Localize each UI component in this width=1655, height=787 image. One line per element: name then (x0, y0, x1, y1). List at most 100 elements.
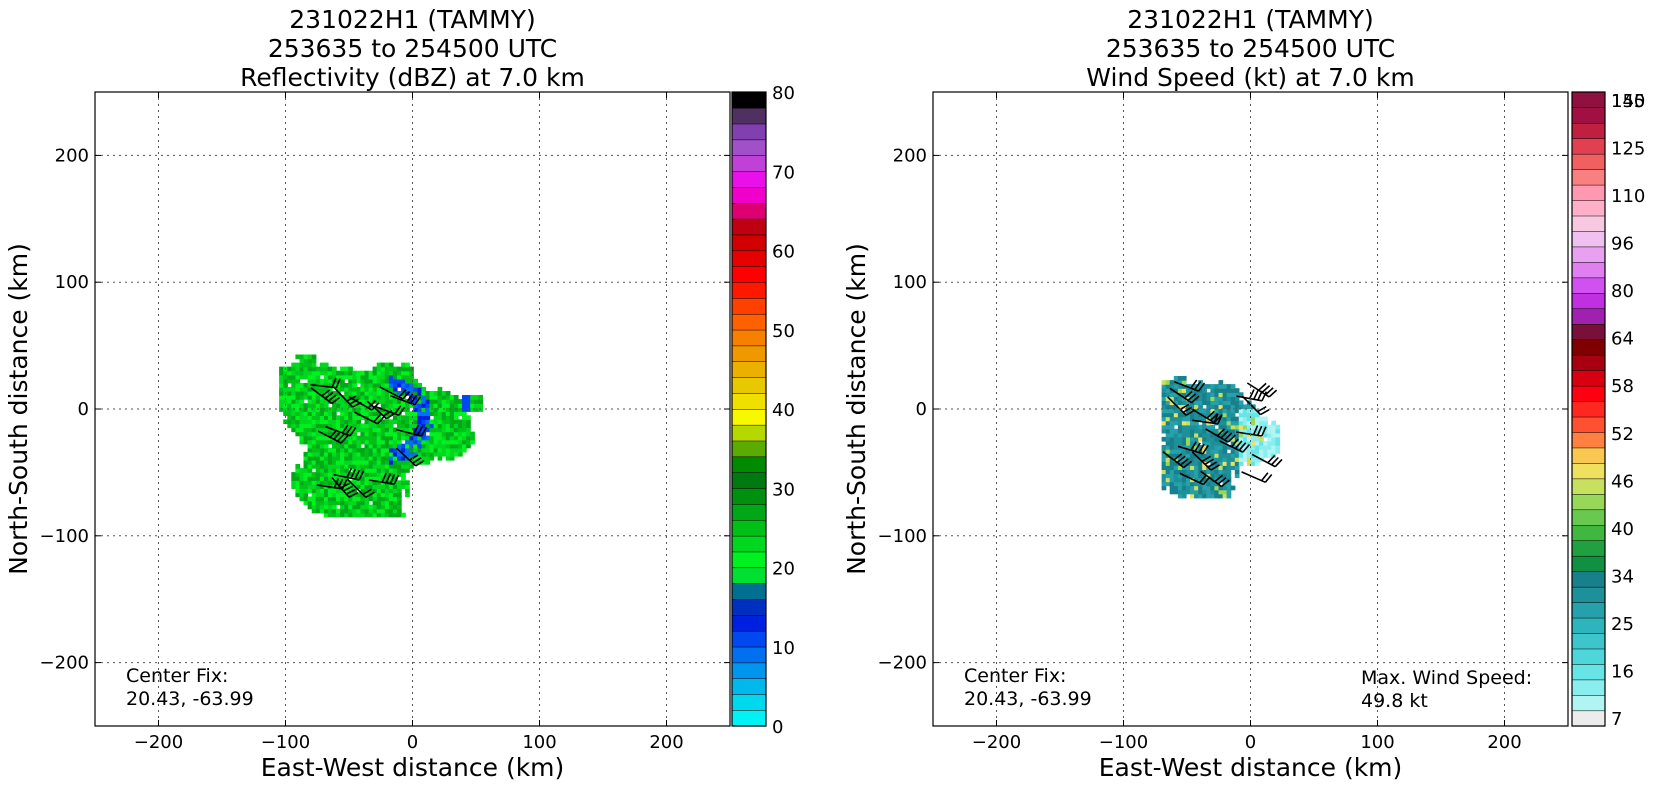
field-cell (360, 407, 366, 412)
field-cell (376, 496, 382, 502)
field-cell (409, 435, 414, 441)
field-cell (1190, 453, 1195, 458)
field-cell (1194, 412, 1199, 418)
field-cell (1226, 473, 1232, 479)
field-cell (1275, 424, 1281, 430)
field-cell (1246, 445, 1252, 450)
field-cell (344, 447, 349, 453)
field-cell (392, 447, 398, 453)
colorbar-bin (1571, 493, 1606, 511)
field-cell (336, 395, 341, 400)
field-cell (303, 464, 309, 469)
field-cell (1177, 428, 1183, 434)
field-cell (307, 395, 313, 400)
field-cell (299, 492, 305, 498)
field-cell (1234, 396, 1240, 401)
field-cell (356, 512, 362, 518)
field-cell (1246, 424, 1252, 430)
field-cell (368, 435, 374, 441)
field-cell (1165, 388, 1171, 393)
field-cell (295, 382, 301, 388)
field-cell (384, 423, 390, 429)
field-cell (311, 370, 317, 376)
field-cell (1165, 420, 1171, 426)
field-cell (287, 423, 292, 429)
field-cell (1206, 493, 1211, 499)
field-cell (319, 439, 325, 445)
field-cell (453, 427, 459, 433)
wind-barb-flag (1190, 441, 1197, 451)
field-cell (429, 431, 435, 437)
wind-barb-flag (1265, 387, 1274, 396)
field-cell (401, 362, 406, 368)
field-cell (397, 451, 402, 457)
wind-barb-flag (410, 394, 418, 404)
field-cell (1194, 457, 1199, 462)
field-cell (319, 451, 325, 457)
field-cell (1210, 453, 1216, 458)
field-cell (307, 455, 313, 461)
field-cell (332, 504, 337, 510)
field-cell (348, 443, 353, 449)
field-cell (1186, 388, 1191, 393)
wind-barb-flag (402, 391, 411, 400)
field-cell (1214, 388, 1220, 393)
field-cell (397, 391, 402, 396)
field-cell (384, 362, 390, 368)
field-cell (348, 500, 353, 506)
field-cell (311, 399, 317, 404)
field-cell (421, 431, 427, 437)
field-cell (380, 395, 386, 400)
field-cell (388, 374, 394, 380)
field-cell (417, 391, 422, 396)
colorbar-bin (1571, 431, 1606, 449)
field-cell (1186, 404, 1191, 410)
field-cell (392, 427, 398, 433)
field-cell (1230, 428, 1236, 434)
field-cell (1226, 396, 1232, 401)
colorbar-tick-label: 155 (1611, 91, 1645, 112)
field-cell (1230, 400, 1236, 406)
wind-barb-flag (420, 427, 428, 437)
field-cell (405, 431, 410, 437)
field-cell (376, 435, 382, 441)
field-cell (1234, 408, 1240, 414)
field-cell (364, 480, 370, 485)
field-cell (1181, 453, 1187, 458)
colorbar-tick-label: 70 (772, 162, 795, 183)
wind-barb-flag (409, 454, 419, 461)
field-cell (1181, 416, 1187, 422)
field-cell (1210, 424, 1216, 430)
chart-title-line: 253635 to 254500 UTC (268, 34, 557, 63)
field-cell (429, 439, 435, 445)
field-cell (323, 407, 329, 412)
field-cell (388, 386, 394, 392)
wind-barb-flag (1257, 406, 1267, 413)
field-cell (1238, 457, 1244, 462)
field-cell (388, 378, 394, 384)
field-cell (336, 480, 341, 485)
field-cell (1161, 473, 1167, 479)
field-cell (307, 386, 313, 392)
field-cell (1206, 445, 1211, 450)
field-cell (1246, 412, 1252, 418)
field-cell (388, 464, 394, 469)
field-cell (360, 391, 366, 396)
field-cell (1198, 493, 1203, 499)
field-cell (1181, 388, 1187, 393)
field-cell (1169, 489, 1175, 495)
field-cell (1181, 469, 1187, 475)
x-axis-label: East-West distance (km) (1099, 753, 1403, 782)
field-cell (1238, 392, 1244, 397)
field-cell (384, 391, 390, 396)
field-cell (417, 382, 422, 388)
field-cell (332, 447, 337, 453)
x-tick-label: 200 (1487, 732, 1521, 753)
field-cell (380, 472, 386, 477)
field-cell (413, 411, 418, 416)
field-cell (392, 508, 398, 514)
field-cell (376, 455, 382, 461)
field-cell (466, 407, 471, 412)
field-cell (1259, 436, 1264, 442)
field-cell (425, 399, 431, 404)
